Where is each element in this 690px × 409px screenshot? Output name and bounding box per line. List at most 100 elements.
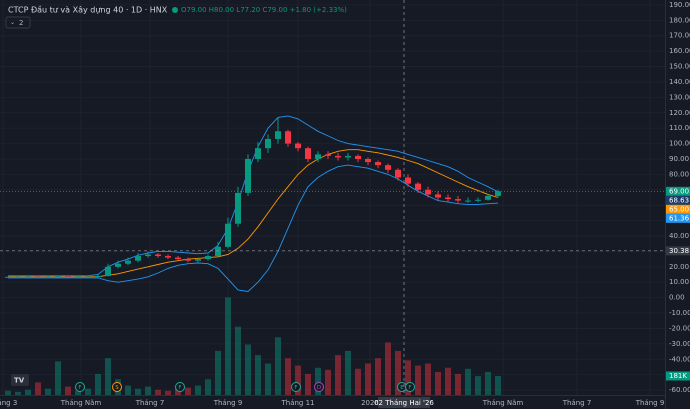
- volume-bar: [375, 358, 381, 395]
- volume-bar: [405, 360, 411, 395]
- volume-bar: [465, 368, 471, 395]
- candle-body: [395, 169, 401, 178]
- candle-body: [385, 165, 391, 170]
- volume-bar: [495, 375, 501, 395]
- volume-bar: [435, 371, 441, 395]
- candle-body: [405, 177, 411, 184]
- volume-bar: [255, 355, 261, 395]
- y-tick-label: 10.00: [669, 278, 689, 286]
- candle-body: [165, 256, 171, 258]
- y-tick-label: -20.00: [669, 324, 690, 332]
- price-label: 61.36: [669, 214, 690, 222]
- volume-bar: [25, 389, 31, 395]
- y-tick-label: 190.00: [669, 1, 690, 9]
- volume-bar: [455, 374, 461, 395]
- candle-body: [295, 143, 301, 149]
- x-tick-label: Tháng Năm: [60, 399, 102, 407]
- volume-bar: [355, 368, 361, 395]
- price-label-box: [666, 186, 690, 196]
- chart-title: CTCP Đầu tư và Xây dựng 40 · 1D · HNX: [8, 5, 168, 16]
- candle-body: [465, 200, 471, 202]
- grid: [0, 0, 665, 395]
- crosshair-y-label: 30.38: [669, 247, 689, 255]
- price-label: 69.00: [669, 187, 689, 195]
- volume-bar: [155, 389, 161, 395]
- crosshair-y-box: [666, 246, 690, 256]
- volume-bar: [45, 388, 51, 395]
- volume-bar: [55, 361, 61, 395]
- volume-bar: [365, 363, 371, 395]
- y-tick-label: 100.00: [669, 140, 690, 148]
- volume-bar: [325, 369, 331, 395]
- candle-body: [415, 183, 421, 190]
- y-tick-label: 0.00: [669, 294, 685, 302]
- price-label: 68.63: [669, 196, 689, 204]
- candle-body: [455, 199, 461, 201]
- candle-body: [315, 154, 321, 159]
- volume-bar: [175, 388, 181, 395]
- volume-bar: [135, 388, 141, 395]
- volume-bar: [145, 386, 151, 395]
- event-marker: [112, 382, 122, 392]
- event-marker: [175, 382, 185, 392]
- volume-bar: [195, 385, 201, 395]
- volume-bar: [385, 342, 391, 395]
- candle-body: [255, 148, 261, 159]
- candle-body: [265, 138, 271, 149]
- volume-bar: [345, 350, 351, 395]
- y-tick-label: 80.00: [669, 170, 689, 178]
- candle-body: [235, 192, 241, 224]
- price-label-box: [666, 213, 690, 223]
- volume-bar: [85, 388, 91, 395]
- x-tick-label: Tháng 7: [135, 399, 165, 407]
- candle-body: [285, 131, 291, 144]
- volume-bar: [15, 391, 21, 395]
- event-marker: [75, 382, 85, 392]
- candle-body: [65, 276, 71, 278]
- event-marker: [314, 382, 324, 392]
- candle-body: [375, 162, 381, 166]
- volume-bar: [65, 386, 71, 395]
- y-tick-label: 180.00: [669, 16, 690, 24]
- x-tick-label: Tháng 7: [562, 399, 592, 407]
- candle-body: [475, 199, 481, 201]
- status-dot: [172, 7, 178, 13]
- price-label-box: [666, 195, 690, 205]
- ohlc-legend: O79.00 H80.00 L77.20 C79.00 +1.80 (+2.33…: [181, 6, 347, 14]
- y-tick-label: 120.00: [669, 109, 690, 117]
- y-tick-label: 140.00: [669, 78, 690, 86]
- volume-bar: [185, 387, 191, 395]
- x-tick-label: 2026: [361, 399, 379, 407]
- volume-bar: [275, 337, 281, 395]
- volume-bar: [485, 371, 491, 395]
- candle-body: [135, 256, 141, 261]
- volume-bar: [245, 344, 251, 395]
- event-label: F: [408, 385, 411, 391]
- indicator-toggle[interactable]: [5, 16, 31, 29]
- volume-bar: [125, 385, 131, 395]
- volume-bar: [285, 358, 291, 395]
- volume-bar: [205, 379, 211, 395]
- candle-body: [145, 254, 151, 257]
- candle-body: [495, 191, 501, 196]
- candle-body: [345, 155, 351, 158]
- candle-body: [335, 155, 341, 158]
- chevron: ⌄: [10, 19, 15, 26]
- y-tick-label: 40.00: [669, 232, 689, 240]
- volume-bar: [5, 390, 11, 395]
- crosshair-x-label: 02 Tháng Hai '26: [374, 399, 434, 407]
- price-label: 65.00: [669, 205, 689, 213]
- volume-bar: [425, 363, 431, 395]
- volume-bar: [105, 358, 111, 395]
- candle-body: [155, 254, 161, 257]
- y-tick-label: 170.00: [669, 32, 690, 40]
- candle-body: [115, 263, 121, 267]
- candle-body: [5, 276, 11, 278]
- candle-body: [55, 276, 61, 278]
- volume-bar: [165, 390, 171, 395]
- event-label: D: [317, 385, 321, 391]
- candle-body: [215, 246, 221, 257]
- volume-bar: [265, 363, 271, 395]
